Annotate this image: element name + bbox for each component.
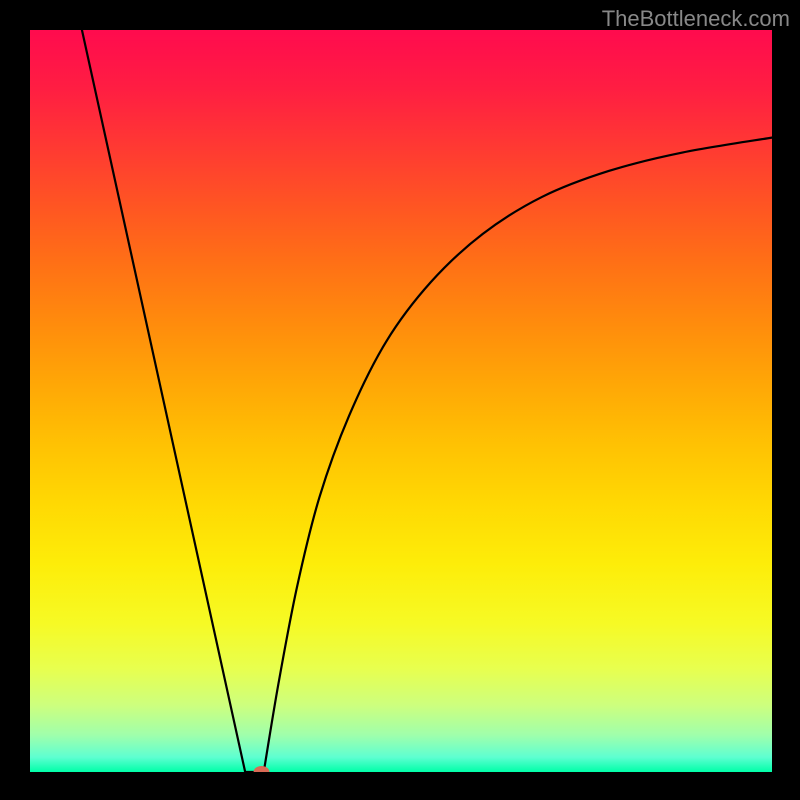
watermark-text: TheBottleneck.com [602,6,790,32]
plot-area [30,30,772,772]
chart-container: TheBottleneck.com [0,0,800,800]
gradient-background [30,30,772,772]
plot-svg [30,30,772,772]
